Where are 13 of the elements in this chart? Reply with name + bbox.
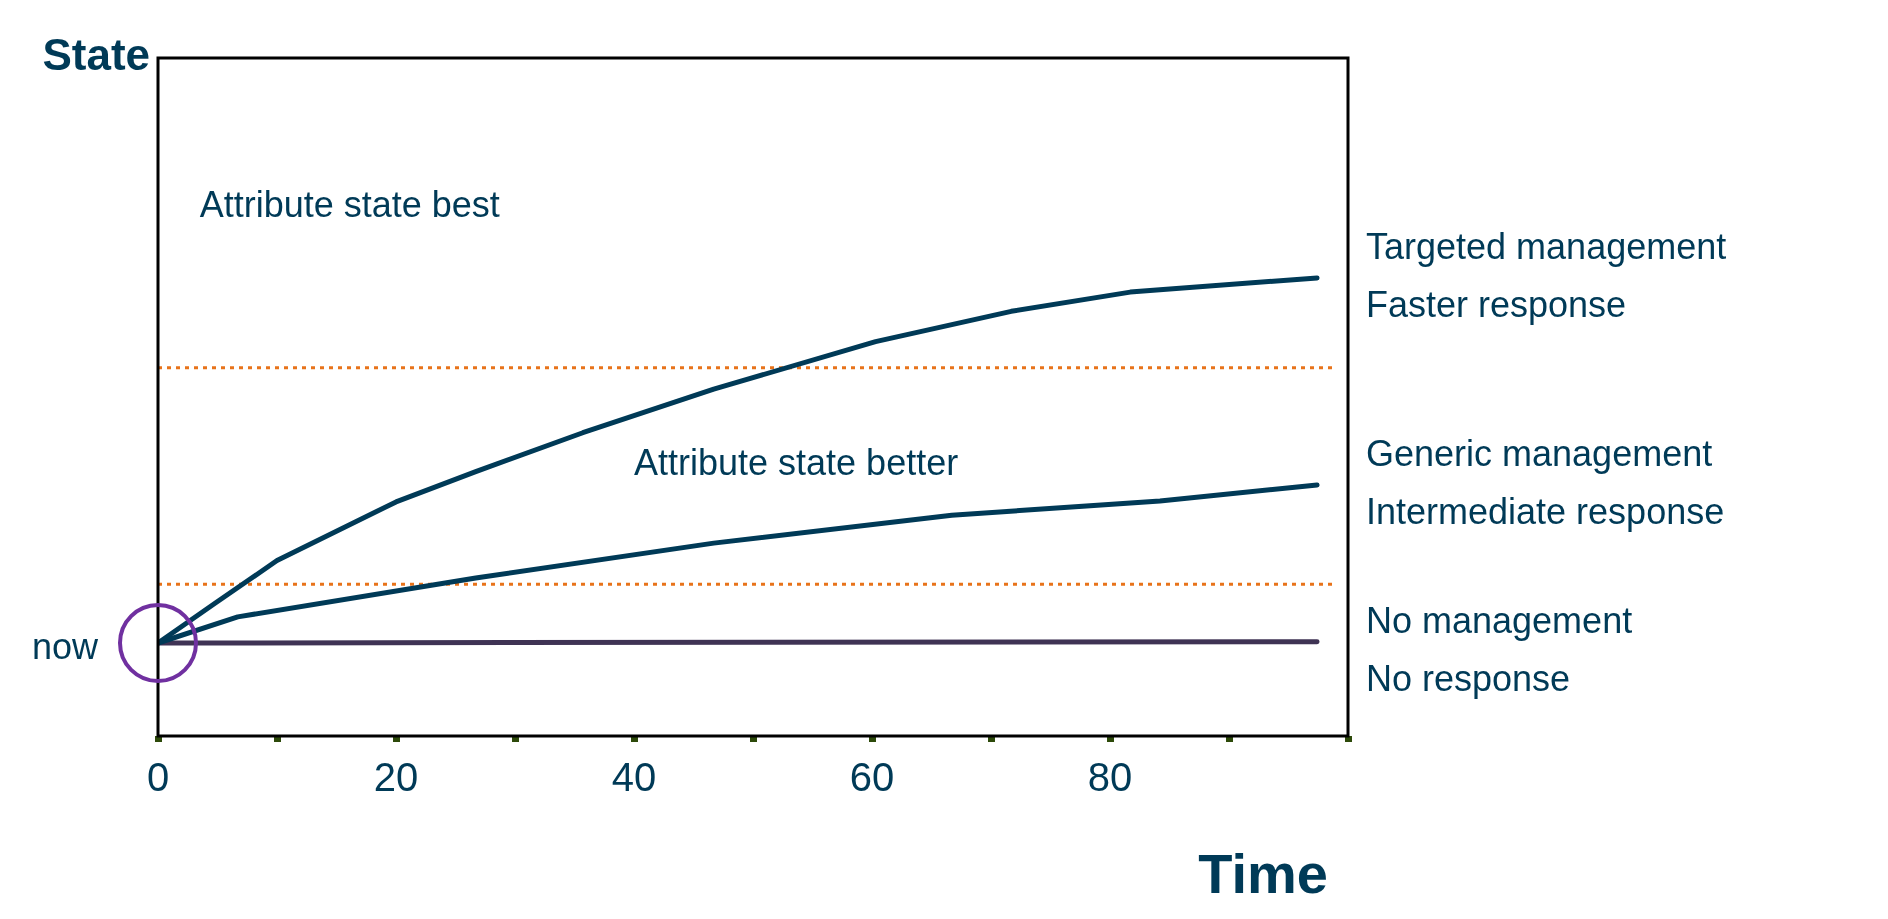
series-label: Generic management Intermediate response: [1366, 432, 1725, 532]
x-axis-title: Time: [1198, 842, 1328, 906]
annotation: Attribute state better: [634, 441, 959, 483]
text: Attribute state best: [199, 184, 500, 226]
x-tick-label: 40: [611, 755, 657, 800]
x-tick-label: 0: [146, 755, 170, 800]
series-label: Targeted management Faster response: [1366, 225, 1727, 325]
x-tick-label: 80: [1087, 755, 1133, 800]
series-label: No management No response: [1366, 599, 1633, 699]
annotation: now: [31, 625, 99, 667]
y-axis-title: State: [42, 30, 150, 80]
x-tick-label: 60: [849, 755, 895, 800]
x-tick-label: 20: [373, 755, 419, 800]
